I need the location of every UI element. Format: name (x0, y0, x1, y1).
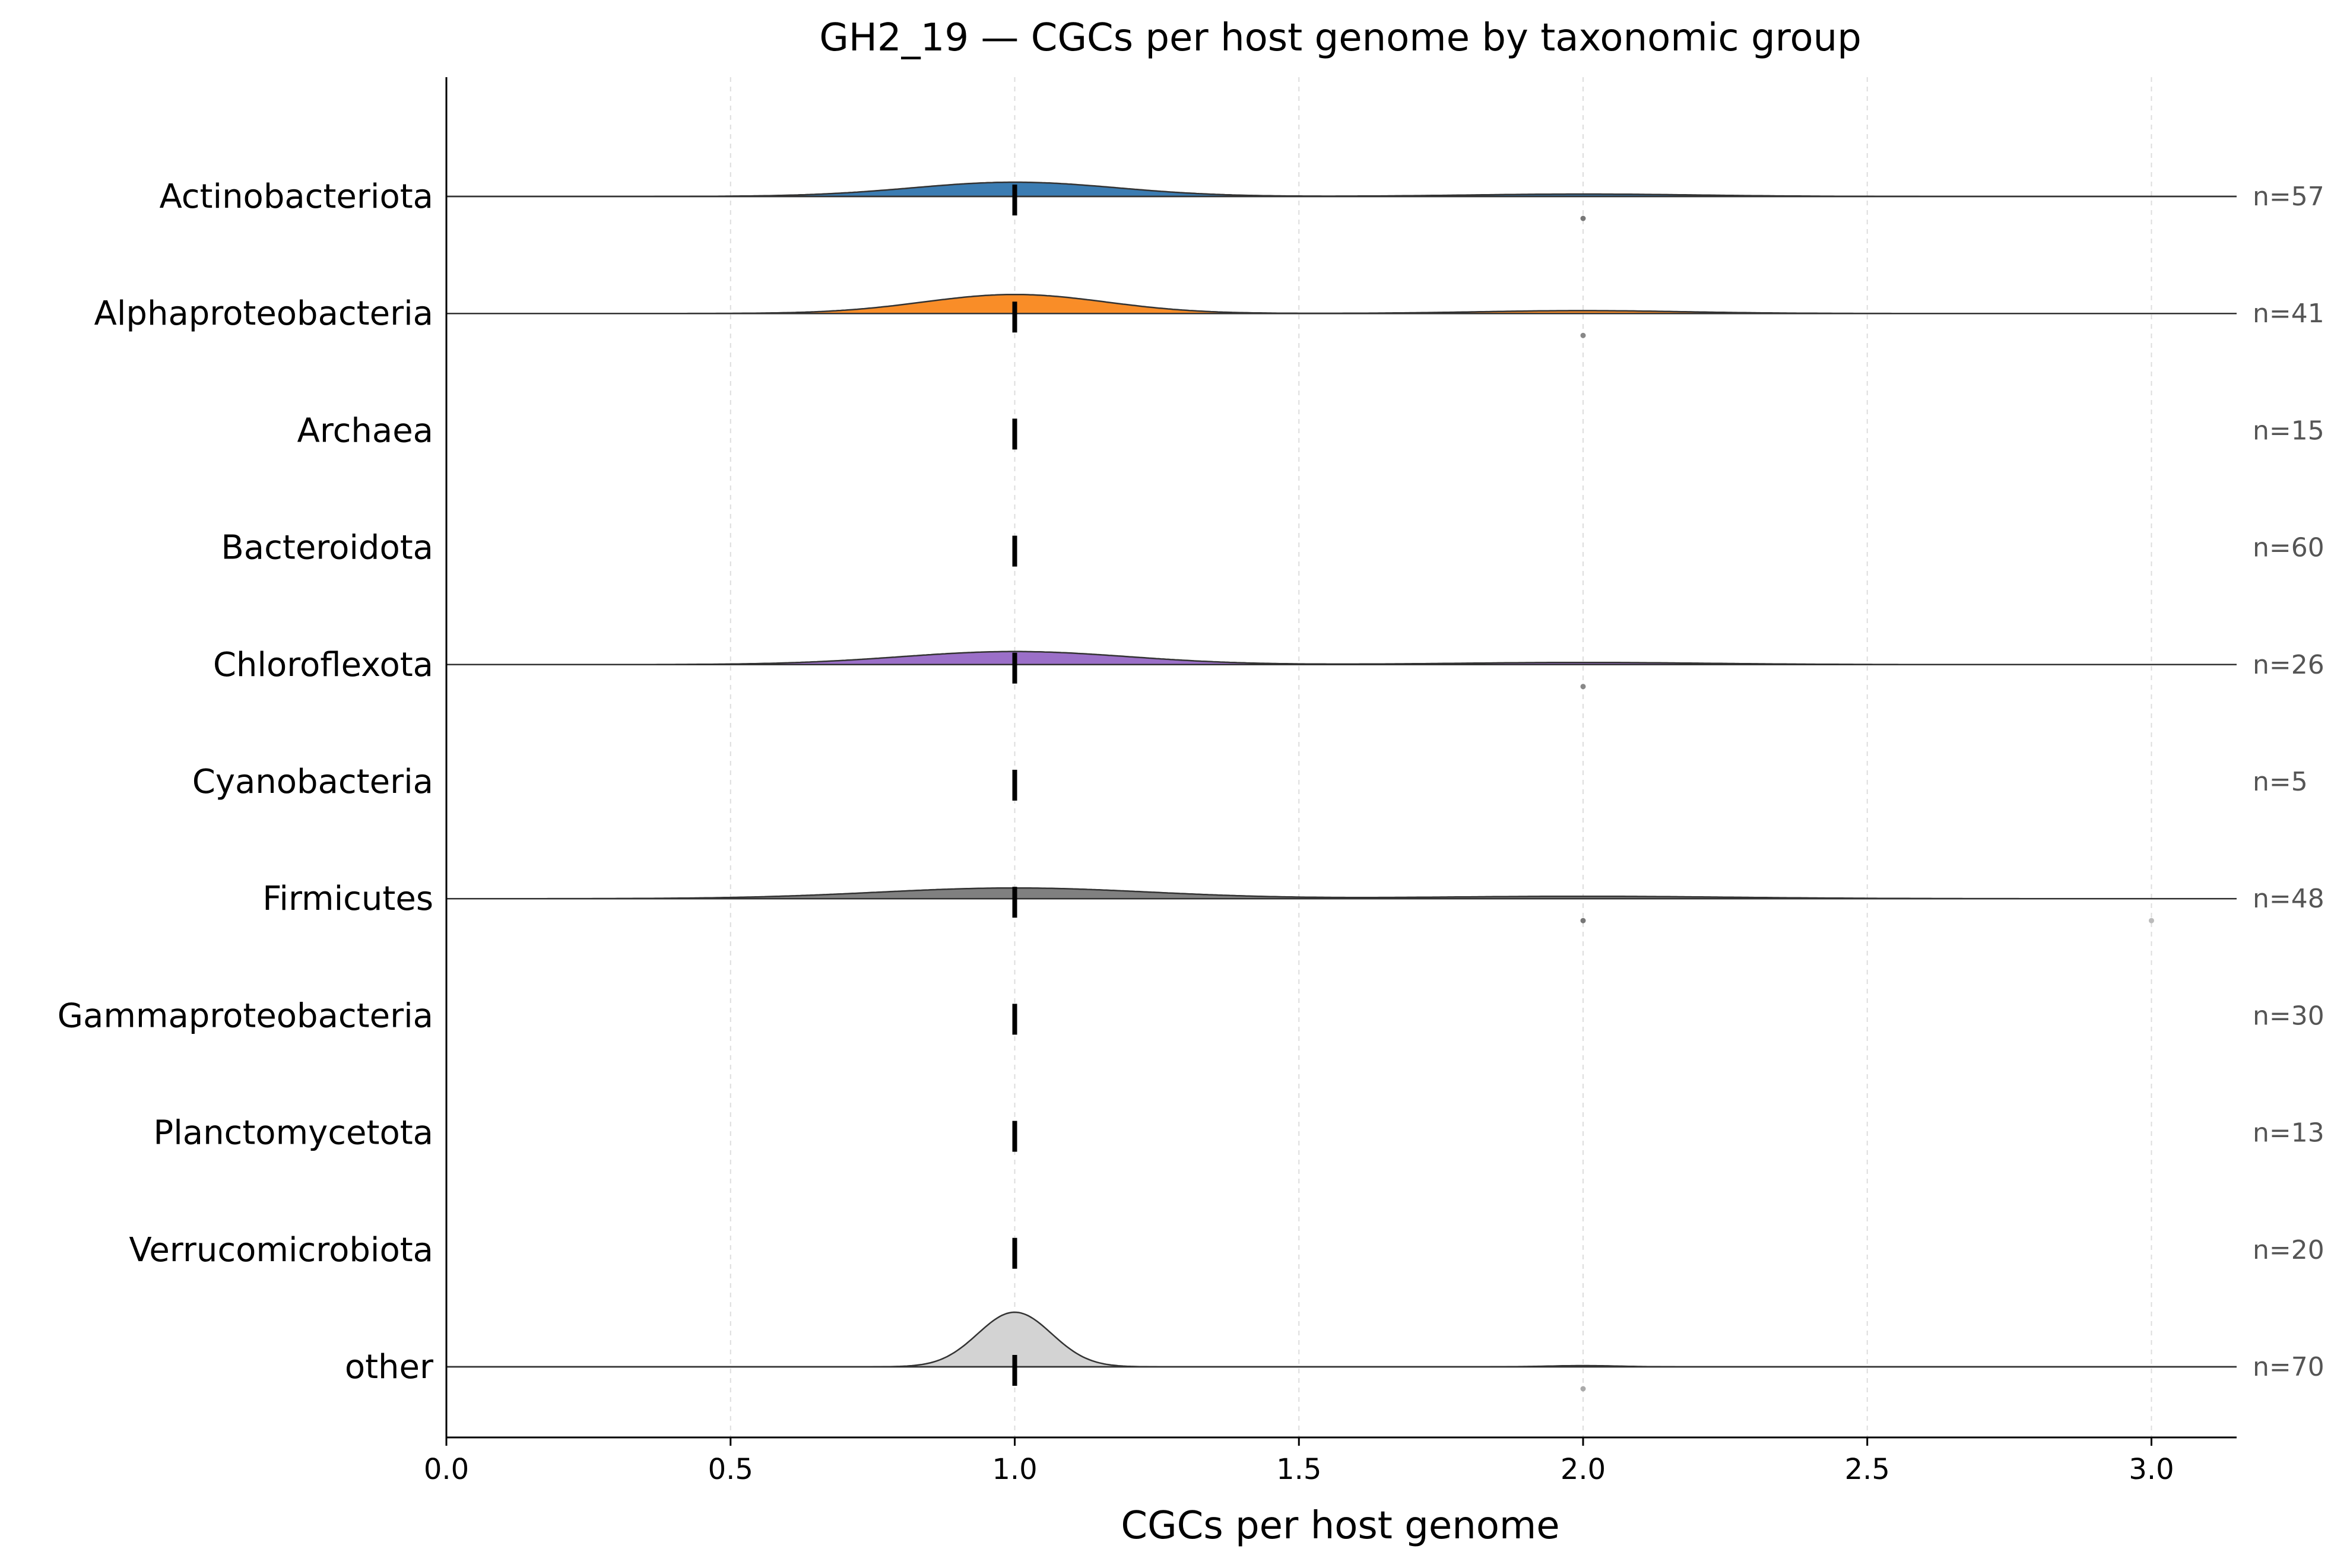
n-label: n=48 (2253, 884, 2324, 914)
chart-title: GH2_19 — CGCs per host genome by taxonom… (819, 16, 1861, 60)
outlier-point (1580, 684, 1586, 690)
n-label: n=70 (2253, 1352, 2324, 1382)
group-label: Firmicutes (262, 880, 433, 918)
n-label: n=15 (2253, 415, 2324, 446)
group-label: Verrucomicrobiota (129, 1231, 433, 1269)
group-label: Actinobacteriota (159, 177, 433, 216)
ridge-other (446, 1311, 2237, 1392)
n-label: n=60 (2253, 533, 2324, 563)
outlier-point (1580, 332, 1586, 338)
outlier-point (1580, 1386, 1586, 1392)
x-tick-label: 3.0 (2129, 1453, 2174, 1486)
ridge-firmicutes (446, 887, 2237, 923)
ridge-chloroflexota (446, 650, 2237, 690)
density-curve (446, 650, 2237, 666)
group-label: Bacteroidota (221, 529, 433, 567)
ridges (446, 181, 2237, 1392)
outlier-point (2149, 918, 2154, 923)
x-tick-label: 2.5 (1845, 1453, 1890, 1486)
n-label: n=5 (2253, 767, 2308, 797)
axes (445, 77, 2237, 1439)
group-label: Alphaproteobacteria (94, 294, 433, 333)
n-label: n=13 (2253, 1118, 2324, 1148)
x-tick-label: 1.0 (992, 1453, 1037, 1486)
group-labels: Actinobacteriota Alphaproteobacteria Archa… (58, 177, 434, 1386)
x-tick-label: 1.5 (1276, 1453, 1321, 1486)
grid-lines (730, 77, 2152, 1437)
group-label: Cyanobacteria (192, 763, 433, 801)
x-tick-label: 0.5 (708, 1453, 753, 1486)
group-label: Planctomycetota (153, 1114, 433, 1153)
group-label: other (345, 1348, 434, 1386)
n-labels: n=57 n=41 n=15 n=60 n=26 n=5 n=48 n=30 n=13 n=20 n… (2253, 182, 2324, 1382)
outlier-point (1580, 918, 1586, 923)
group-label: Archaea (297, 411, 433, 450)
x-axis-label: CGCs per host genome (1121, 1504, 1559, 1548)
x-tick-label: 0.0 (424, 1453, 469, 1486)
density-curve (446, 1311, 2237, 1368)
density-curve (446, 293, 2237, 315)
n-label: n=30 (2253, 1001, 2324, 1031)
n-label: n=20 (2253, 1235, 2324, 1265)
n-label: n=26 (2253, 650, 2324, 680)
n-label: n=57 (2253, 182, 2324, 212)
x-ticks: 0.0 0.5 1.0 1.5 2.0 2.5 3.0 (424, 1437, 2174, 1486)
ridge-alphaproteobacteria (446, 293, 2237, 338)
group-label: Chloroflexota (213, 646, 433, 684)
density-curve (446, 181, 2237, 198)
outlier-point (1580, 215, 1586, 221)
n-label: n=41 (2253, 299, 2324, 329)
density-curve (446, 887, 2237, 900)
ridge-actinobacteriota (446, 181, 2237, 221)
group-label: Gammaproteobacteria (58, 996, 433, 1035)
x-tick-label: 2.0 (1561, 1453, 1606, 1486)
